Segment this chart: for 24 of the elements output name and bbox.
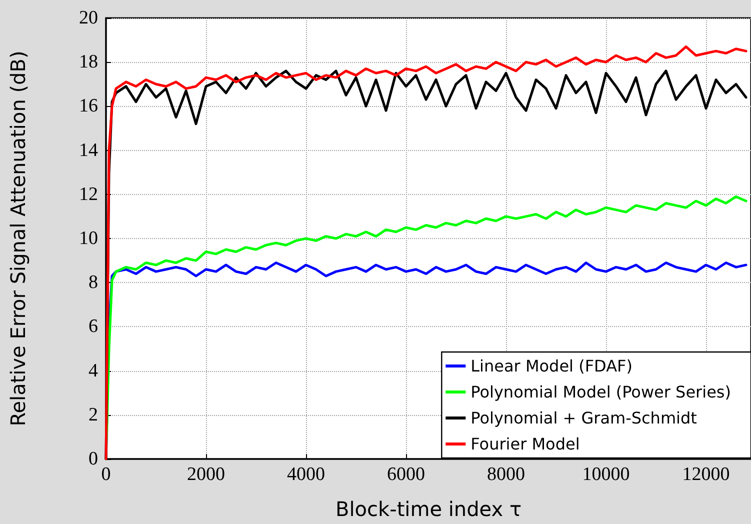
legend-label: Polynomial + Gram-Schmidt — [470, 408, 697, 428]
x-tick-label: 12000 — [682, 464, 730, 485]
x-tick-label: 6000 — [387, 464, 425, 485]
x-tick-label: 10000 — [582, 464, 630, 485]
y-tick-label: 8 — [88, 272, 98, 294]
y-tick-label: 6 — [88, 316, 98, 338]
y-tick-label: 14 — [79, 140, 98, 161]
y-tick-label: 4 — [88, 360, 98, 382]
x-tick-label: 4000 — [287, 464, 325, 485]
legend-label: Polynomial Model (Power Series) — [470, 382, 732, 402]
y-tick-label: 12 — [79, 184, 98, 205]
line-series — [104, 195, 748, 460]
y-tick-label: 18 — [79, 52, 98, 73]
legend-label: Linear Model (FDAF) — [470, 356, 632, 376]
legend-label: Fourier Model — [470, 434, 580, 454]
x-axis-title: Block-time index τ — [336, 497, 522, 521]
y-tick-label: 0 — [88, 448, 98, 470]
y-axis-title: Relative Error Signal Attenuation (dB) — [6, 50, 30, 426]
x-tick-label: 8000 — [487, 464, 525, 485]
y-tick-label: 16 — [79, 96, 98, 117]
y-tick-label: 2 — [88, 404, 98, 426]
y-tick-label: 10 — [79, 228, 98, 249]
y-tick-label: 20 — [79, 8, 98, 28]
x-tick-label: 2000 — [187, 464, 225, 485]
